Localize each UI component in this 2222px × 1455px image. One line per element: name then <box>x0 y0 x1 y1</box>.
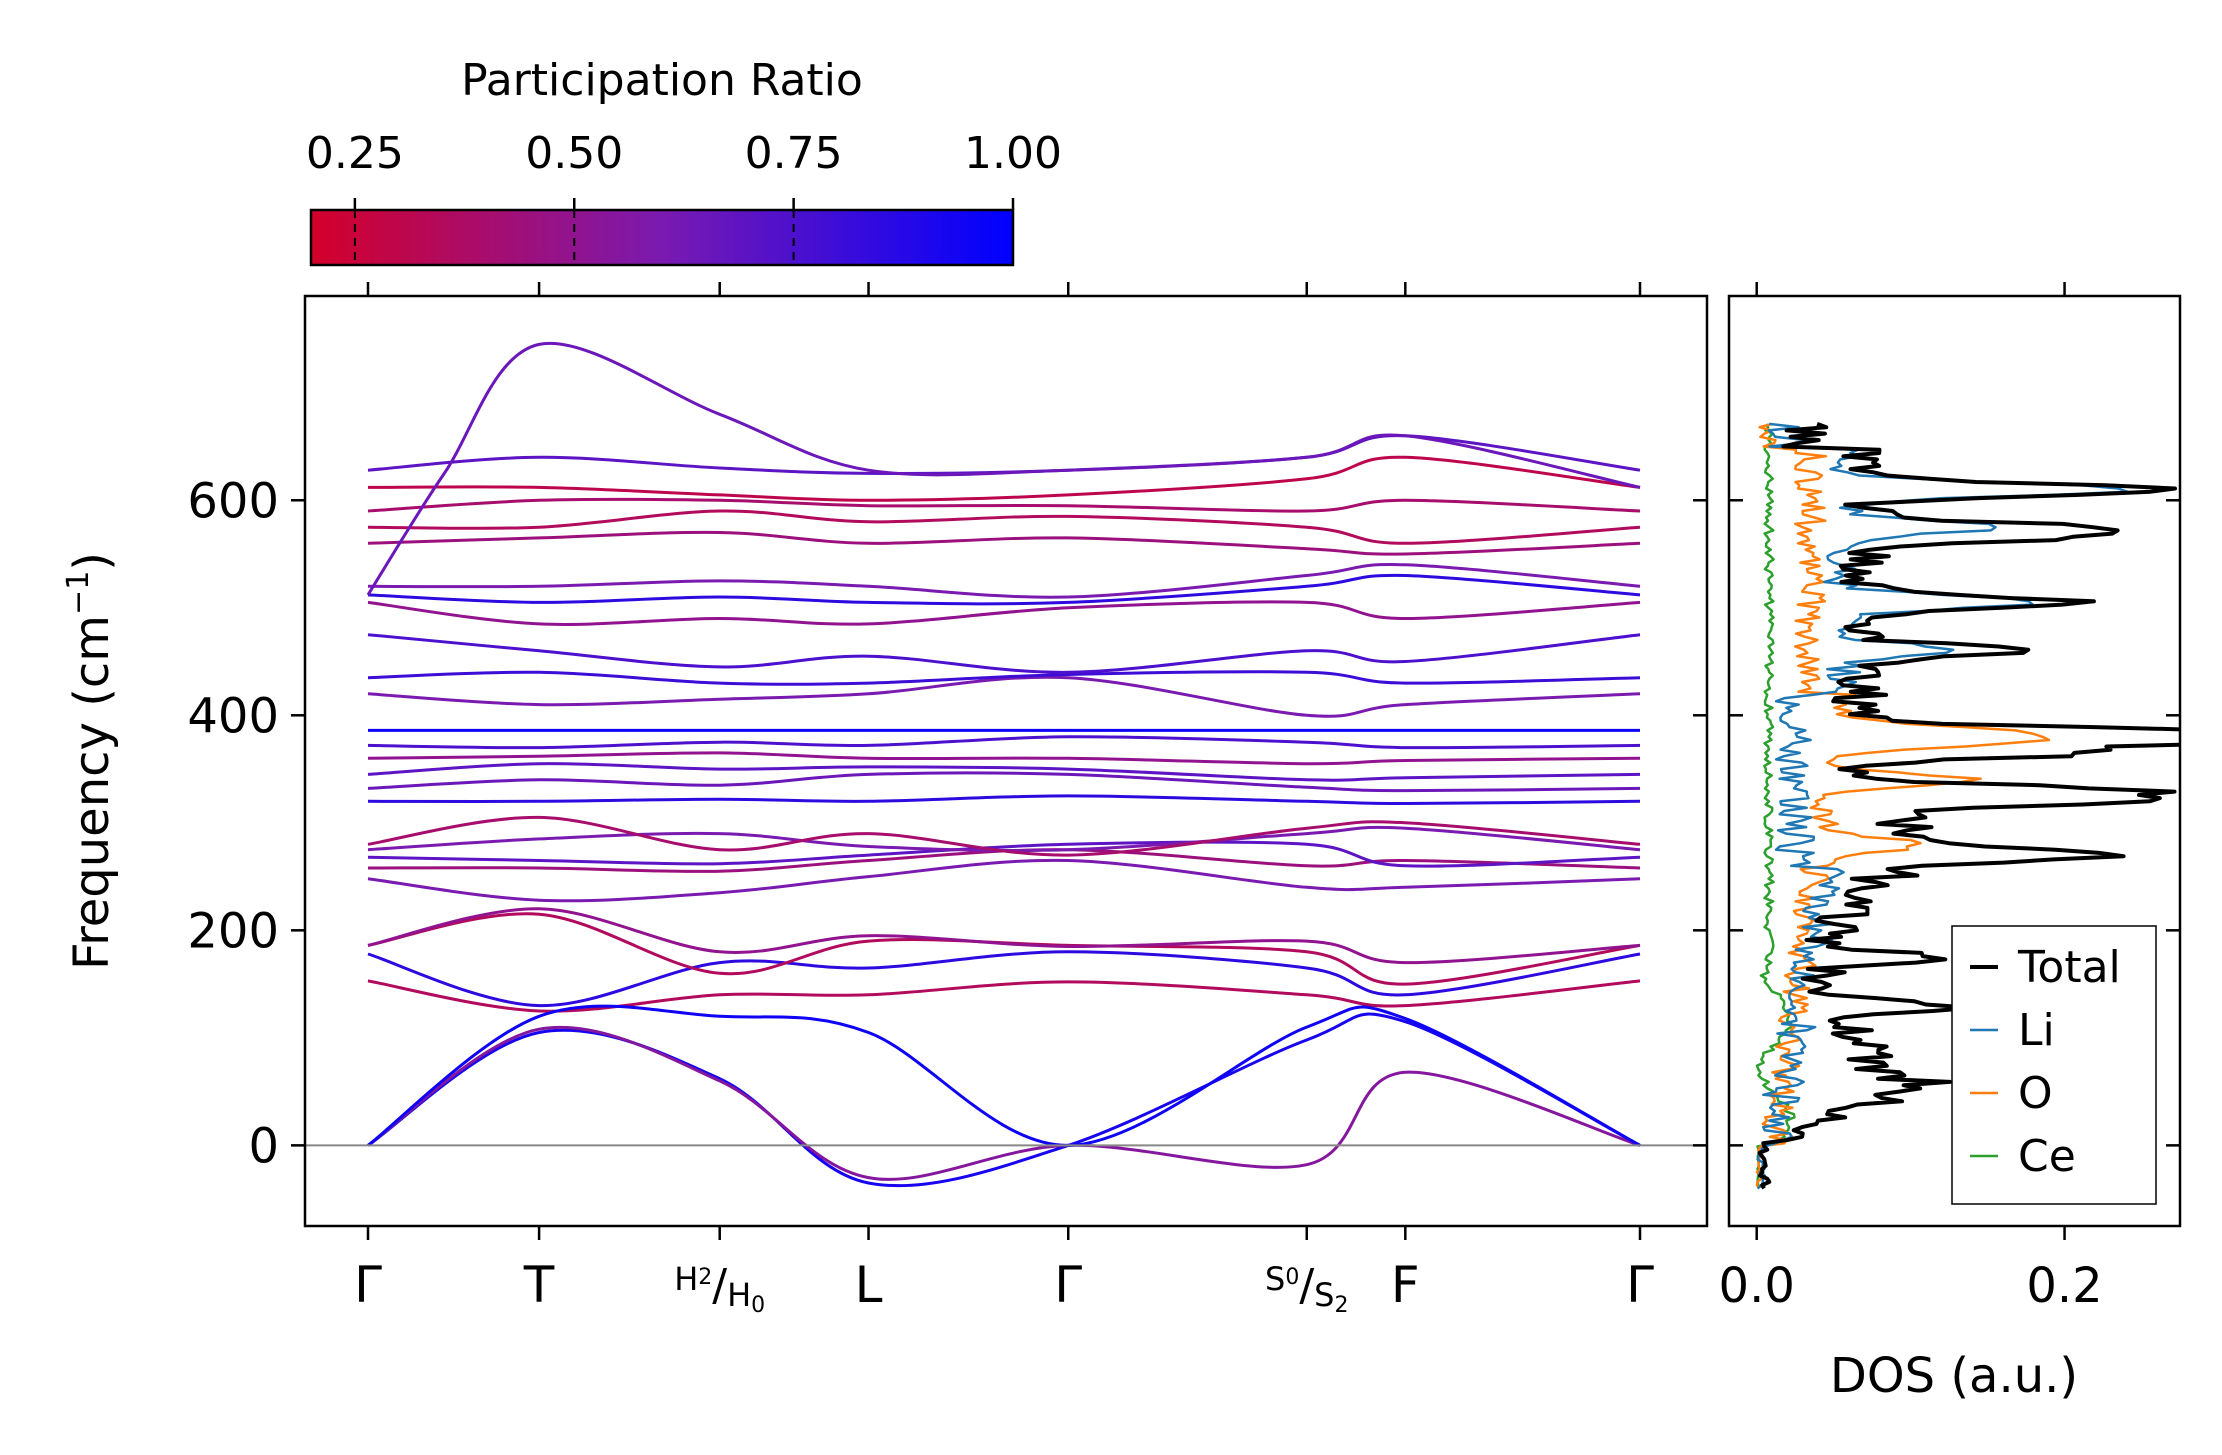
k-label-bottom-sub: 0 <box>751 1293 765 1318</box>
dos-plot-frame <box>1727 294 2182 1228</box>
k-point-label: T <box>523 1256 555 1314</box>
dos-x-tick-label: 0.0 <box>1719 1258 1795 1314</box>
band-line <box>367 912 1641 986</box>
k-point-label: H2/H0 <box>674 1260 765 1318</box>
k-label-slash: / <box>1299 1260 1314 1311</box>
dos-lines <box>1755 422 2180 1190</box>
legend-label: Li <box>2018 1005 2055 1056</box>
band-line <box>367 1012 1641 1188</box>
k-label-slash: / <box>712 1260 727 1311</box>
band-line <box>367 815 1641 857</box>
band-line <box>367 858 1641 903</box>
band-line <box>367 825 1641 852</box>
k-label-bottom-sub: 2 <box>1334 1293 1348 1318</box>
y-tick-label: 400 <box>187 688 279 744</box>
band-line <box>367 509 1641 545</box>
k-point-label: Γ <box>354 1256 382 1314</box>
band-line <box>367 979 1641 1013</box>
colorbar: Participation Ratio 0.25 0.50 0.75 1.00 <box>306 55 1062 267</box>
y-tick-label: 200 <box>187 903 279 959</box>
band-line <box>367 848 1641 873</box>
colorbar-tick-label: 0.75 <box>745 128 843 179</box>
k-label-top: H <box>674 1260 698 1298</box>
colorbar-label: Participation Ratio <box>461 55 863 106</box>
band-line <box>367 455 1641 502</box>
band-line <box>367 573 1641 606</box>
band-line <box>367 735 1641 750</box>
colorbar-ticks: 0.25 0.50 0.75 1.00 <box>306 128 1062 265</box>
band-line <box>367 600 1641 626</box>
k-point-label: Γ <box>1626 1256 1654 1314</box>
dos-legend: Total Li O Ce <box>1951 925 2157 1205</box>
band-line <box>366 341 1641 596</box>
dos-axis-ticks: 0.0 0.2 <box>1719 282 2180 1314</box>
band-line <box>367 771 1641 793</box>
k-point-label: F <box>1391 1256 1420 1314</box>
band-line <box>367 670 1641 686</box>
colorbar-tick-label: 1.00 <box>964 128 1062 179</box>
band-line <box>367 497 1641 513</box>
dos-x-axis-label: DOS (a.u.) <box>1830 1348 2078 1404</box>
band-line <box>367 794 1641 806</box>
band-line <box>367 950 1641 1008</box>
k-label-bottom: H <box>727 1276 751 1314</box>
band-line <box>367 530 1641 556</box>
k-label-top-sub: 0 <box>1285 1265 1299 1290</box>
band-line <box>367 633 1641 674</box>
colorbar-gradient <box>309 208 1015 267</box>
dos-curve-total <box>1757 422 2180 1190</box>
k-label-top-sub: 2 <box>698 1265 712 1290</box>
band-line <box>367 762 1641 782</box>
y-tick-label: 0 <box>248 1118 279 1174</box>
colorbar-tick-label: 0.50 <box>525 128 623 179</box>
legend-label: O <box>2018 1068 2053 1119</box>
dos-curve-li <box>1756 422 2129 1190</box>
legend-frame <box>1951 925 2157 1205</box>
dos-curve-ce <box>1755 423 1796 1189</box>
legend-label: Ce <box>2018 1131 2076 1182</box>
band-line <box>367 1004 1641 1147</box>
k-label-bottom: S <box>1314 1276 1334 1314</box>
dos-curve-o <box>1755 422 2051 1190</box>
band-line <box>367 907 1641 965</box>
main-plot-frame <box>303 294 1709 1228</box>
band-line <box>367 563 1641 599</box>
legend-label: Total <box>2017 942 2121 993</box>
band-line <box>367 675 1641 718</box>
band-line <box>367 751 1641 766</box>
k-point-label: S0/S2 <box>1265 1260 1348 1318</box>
k-point-label: Γ <box>1054 1256 1082 1314</box>
y-axis-label-sup: −1 <box>61 571 96 615</box>
k-label-top: S <box>1265 1260 1285 1298</box>
colorbar-tick-label: 0.25 <box>306 128 404 179</box>
y-axis-label-main: Frequency (cm <box>64 615 120 970</box>
y-tick-label: 600 <box>187 473 279 529</box>
band-line <box>367 1025 1641 1181</box>
band-lines <box>366 341 1641 1188</box>
k-point-label: L <box>855 1256 883 1314</box>
dos-x-tick-label: 0.2 <box>2026 1258 2102 1314</box>
y-axis-label: Frequency (cm−1) <box>61 552 120 970</box>
y-axis-label-close: ) <box>64 552 120 571</box>
dos-panel: 0.0 0.2 DOS (a.u.) Total Li O Ce <box>1719 282 2182 1404</box>
